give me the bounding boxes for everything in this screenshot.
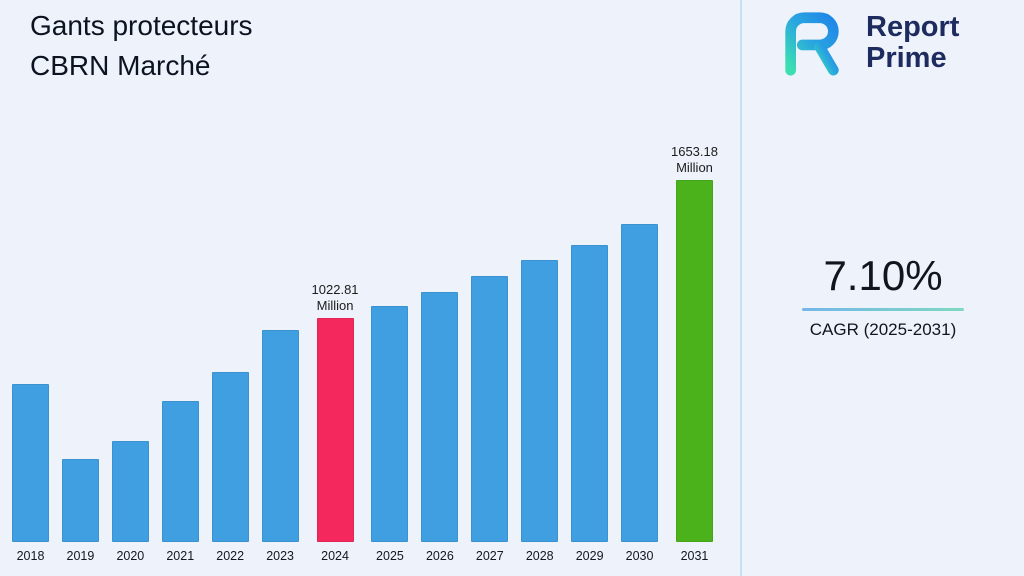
divider xyxy=(740,0,742,576)
bar-column: 2027 xyxy=(471,140,509,565)
bar-column: 2029 xyxy=(571,140,609,565)
bar xyxy=(211,372,249,542)
x-tick-label: 2030 xyxy=(625,549,654,563)
bar-column: 2022 xyxy=(211,140,249,565)
bar-column: 2026 xyxy=(421,140,459,565)
page-title: Gants protecteurs CBRN Marché xyxy=(30,10,253,81)
bar xyxy=(521,260,559,542)
x-tick-label: 2029 xyxy=(575,549,604,563)
bar-value-label: 1653.18 Million xyxy=(670,144,718,175)
cagr-block: 7.10% CAGR (2025-2031) xyxy=(742,252,1024,340)
bar xyxy=(571,245,609,542)
bar-column: 2019 xyxy=(61,140,99,565)
bar xyxy=(471,276,509,542)
x-tick-label: 2024 xyxy=(321,549,349,563)
bar-column: 1653.18 Million 2031 xyxy=(671,140,718,565)
logo-text-line1: Report xyxy=(866,11,960,43)
x-tick-label: 2028 xyxy=(525,549,554,563)
x-tick-label: 2031 xyxy=(680,549,709,563)
x-tick-label: 2019 xyxy=(66,549,95,563)
bar-column: 2020 xyxy=(111,140,149,565)
cagr-value: 7.10% xyxy=(823,252,943,299)
x-tick-label: 2018 xyxy=(16,549,45,563)
logo-text-line2: Prime xyxy=(866,42,947,74)
x-tick-label: 2022 xyxy=(216,549,245,563)
x-tick-label: 2025 xyxy=(376,549,404,563)
bar xyxy=(261,330,299,542)
bar xyxy=(675,180,713,542)
bar xyxy=(421,292,459,542)
bar xyxy=(621,224,659,542)
report-prime-logo: Report Prime xyxy=(772,10,959,76)
report-prime-logo-icon xyxy=(785,12,839,76)
x-tick-label: 2021 xyxy=(166,549,195,563)
bar xyxy=(161,401,199,542)
bar xyxy=(111,441,149,542)
logo-text: Report Prime xyxy=(866,12,959,74)
cagr-underline xyxy=(802,308,964,311)
x-tick-label: 2026 xyxy=(425,549,454,563)
bar-chart: 2018 2019 2020 2021 2022 2023 1022.81 Million 2… xyxy=(12,140,718,565)
bar xyxy=(61,459,99,542)
cagr-label: CAGR (2025-2031) xyxy=(809,320,957,339)
bar-column: 2023 xyxy=(261,140,299,565)
bar-column: 2021 xyxy=(161,140,199,565)
bar-column: 2030 xyxy=(621,140,659,565)
x-tick-label: 2027 xyxy=(475,549,504,563)
bar-column: 2025 xyxy=(371,140,409,565)
bar-column: 2028 xyxy=(521,140,559,565)
bar-column: 2018 xyxy=(12,140,49,565)
bar xyxy=(12,384,49,542)
bar-value-label: 1022.81 Million xyxy=(311,282,359,313)
x-tick-label: 2023 xyxy=(266,549,295,563)
bar xyxy=(316,318,354,542)
bar xyxy=(371,306,409,542)
x-tick-label: 2020 xyxy=(116,549,145,563)
bar-column: 1022.81 Million 2024 xyxy=(312,140,359,565)
